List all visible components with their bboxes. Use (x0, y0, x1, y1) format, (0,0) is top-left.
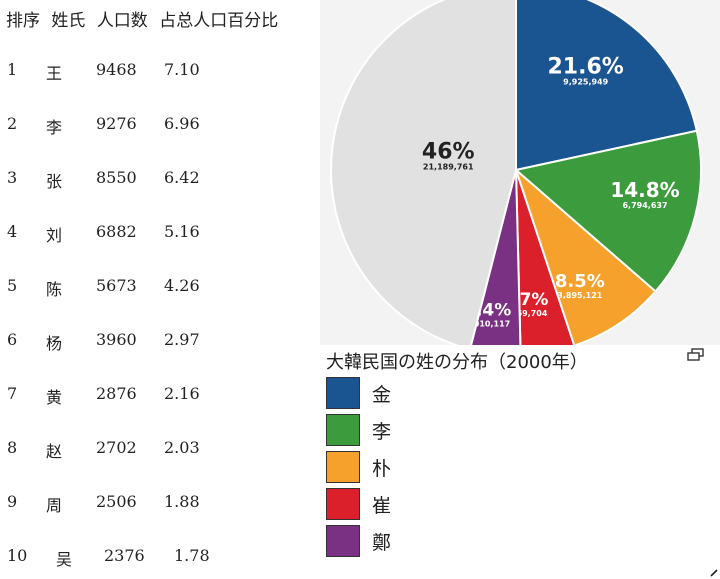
population-cell: 2702 (96, 438, 137, 457)
percent-cell: 1.88 (164, 492, 200, 511)
slice-count-label: 2,010,117 (465, 319, 510, 328)
legend-label: 崔 (372, 495, 392, 517)
legend-swatch (326, 414, 360, 446)
population-cell: 2376 (104, 546, 145, 565)
slice-percent-label: 14.8% (610, 178, 679, 202)
population-cell: 5673 (96, 276, 137, 295)
slice-percent-label: 8.5% (555, 271, 605, 292)
legend-swatch (326, 488, 360, 520)
population-cell: 9276 (96, 114, 137, 133)
rank-cell: 5 (7, 276, 18, 295)
pie-chart-panel: 21.6% 9,925,949 14.8% 6,794,637 8.5% 3,895,12… (320, 0, 720, 579)
rank-cell: 2 (7, 114, 18, 133)
percent-cell: 2.16 (164, 384, 200, 403)
population-cell: 8550 (96, 168, 137, 187)
legend-label: 朴 (372, 458, 392, 480)
rank-cell: 8 (7, 438, 18, 457)
percent-cell: 5.16 (164, 222, 200, 241)
surname-cell: 赵 (46, 442, 63, 461)
rank-cell: 10 (7, 546, 28, 565)
legend-swatch (326, 451, 360, 483)
surname-cell: 张 (46, 172, 63, 191)
surname-cell: 黄 (46, 388, 63, 407)
pie-slice (470, 169, 522, 345)
slice-percent-label: 46% (422, 139, 475, 164)
slice-percent-label: 21.6% (548, 55, 624, 80)
header-surname: 姓氏 (51, 11, 86, 31)
pie-chart: 21.6%9,925,949 14.8%6,794,637 8.5%3,895,12… (330, 0, 702, 345)
pie-slice (515, 169, 576, 345)
rank-cell: 7 (7, 384, 18, 403)
percent-cell: 6.42 (164, 168, 200, 187)
rank-cell: 6 (7, 330, 18, 349)
rank-cell: 9 (7, 492, 18, 511)
surname-cell: 王 (46, 64, 63, 83)
slice-count-label: 21,189,761 (423, 162, 474, 171)
legend-swatch (326, 525, 360, 557)
header-population: 人口数 (96, 11, 148, 31)
legend-label: 鄭 (372, 532, 392, 554)
population-cell: 3960 (96, 330, 137, 349)
surname-cell: 陈 (46, 280, 63, 299)
population-cell: 2506 (96, 492, 137, 511)
population-cell: 9468 (96, 60, 137, 79)
legend-label: 金 (372, 384, 392, 406)
percent-cell: 2.03 (164, 438, 200, 457)
percent-cell: 4.26 (164, 276, 200, 295)
slice-count-label: 6,794,637 (622, 201, 667, 210)
pie-chart-area: 21.6% 9,925,949 14.8% 6,794,637 8.5% 3,895,12… (320, 0, 720, 345)
resize-handle-icon[interactable] (710, 569, 718, 577)
legend-label: 李 (372, 421, 392, 443)
slice-count-label: 9,925,949 (563, 78, 608, 87)
surname-cell: 李 (46, 118, 63, 137)
surname-table: 排序 姓氏 人口数 占总人口百分比 1 王 9468 7.10 2 李 9276 6.96 3 张… (0, 0, 320, 579)
percent-cell: 7.10 (164, 60, 200, 79)
slice-count-label: 3,895,121 (557, 291, 602, 300)
rank-cell: 3 (7, 168, 18, 187)
population-cell: 2876 (96, 384, 137, 403)
table-header: 排序 姓氏 人口数 占总人口百分比 (6, 6, 278, 31)
slice-count-label: 2,169,704 (502, 309, 547, 318)
surname-cell: 刘 (46, 226, 63, 245)
percent-cell: 1.78 (174, 546, 210, 565)
percent-cell: 2.97 (164, 330, 200, 349)
header-rank: 排序 (6, 11, 40, 31)
rank-cell: 4 (7, 222, 18, 241)
surname-cell: 周 (46, 496, 63, 515)
pie-slice (513, 166, 657, 345)
header-percent: 占总人口百分比 (159, 11, 279, 31)
percent-cell: 6.96 (164, 114, 200, 133)
pie-slice (513, 129, 702, 293)
pie-slice (330, 0, 517, 345)
surname-cell: 吴 (56, 550, 73, 569)
surname-cell: 杨 (46, 334, 63, 353)
chart-title: 大韓民国の姓の分布（2000年） (326, 352, 588, 373)
restore-window-icon[interactable] (686, 348, 706, 362)
pie-slice (515, 0, 698, 172)
population-cell: 6882 (96, 222, 137, 241)
legend-swatch (326, 377, 360, 409)
rank-cell: 1 (7, 60, 18, 79)
